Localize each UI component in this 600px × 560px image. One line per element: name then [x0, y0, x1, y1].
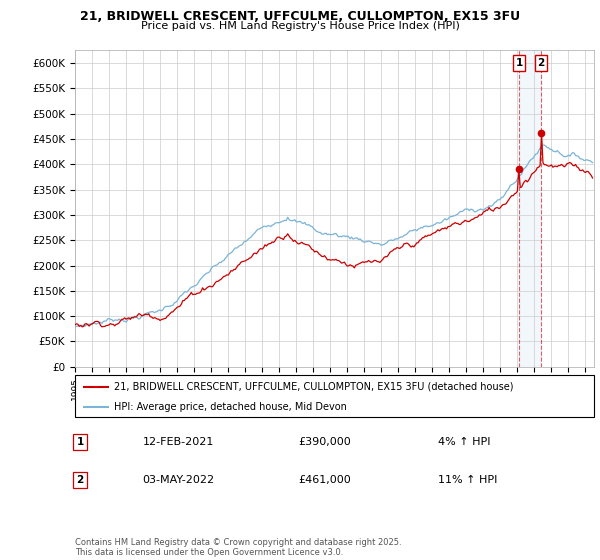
Text: 1: 1	[77, 437, 84, 447]
Text: 12-FEB-2021: 12-FEB-2021	[142, 437, 214, 447]
Text: 2: 2	[77, 475, 84, 485]
Text: 11% ↑ HPI: 11% ↑ HPI	[438, 475, 497, 485]
Bar	[519, 50, 541, 367]
Text: 03-MAY-2022: 03-MAY-2022	[142, 475, 215, 485]
Text: 21, BRIDWELL CRESCENT, UFFCULME, CULLOMPTON, EX15 3FU (detached house): 21, BRIDWELL CRESCENT, UFFCULME, CULLOMP…	[114, 382, 514, 392]
Text: £461,000: £461,000	[298, 475, 351, 485]
Text: £390,000: £390,000	[298, 437, 351, 447]
Text: 2: 2	[538, 58, 545, 68]
Text: Contains HM Land Registry data © Crown copyright and database right 2025.
This d: Contains HM Land Registry data © Crown c…	[75, 538, 401, 557]
Text: 1: 1	[515, 58, 523, 68]
Text: 21, BRIDWELL CRESCENT, UFFCULME, CULLOMPTON, EX15 3FU: 21, BRIDWELL CRESCENT, UFFCULME, CULLOMP…	[80, 10, 520, 22]
Text: HPI: Average price, detached house, Mid Devon: HPI: Average price, detached house, Mid …	[114, 402, 347, 412]
Text: Price paid vs. HM Land Registry's House Price Index (HPI): Price paid vs. HM Land Registry's House …	[140, 21, 460, 31]
Text: 4% ↑ HPI: 4% ↑ HPI	[438, 437, 491, 447]
